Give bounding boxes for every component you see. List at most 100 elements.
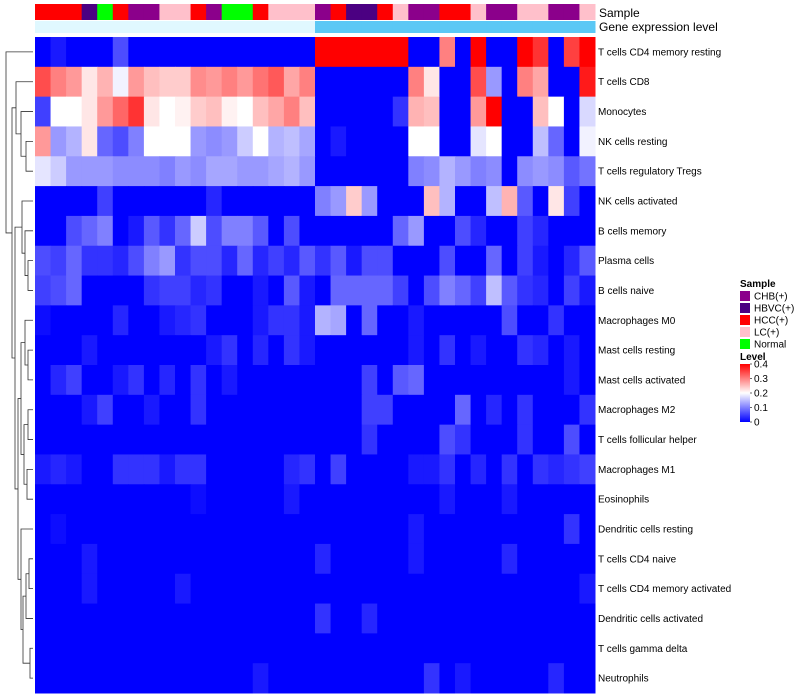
heatmap-cell — [299, 603, 316, 634]
heatmap-cell — [392, 454, 409, 485]
heatmap-cell — [579, 215, 596, 247]
heatmap-cell — [315, 424, 332, 455]
heatmap-cell — [66, 484, 83, 515]
row-label: Eosinophils — [598, 495, 649, 506]
row-label: T cells regulatory Tregs — [598, 167, 702, 178]
heatmap-cell — [579, 305, 596, 336]
heatmap-cell — [548, 424, 565, 455]
heatmap-cell — [35, 305, 52, 336]
heatmap-cell — [97, 245, 114, 277]
heatmap-cell — [392, 245, 409, 277]
sample-annotation-cell — [128, 4, 145, 20]
heatmap-cell — [455, 215, 472, 247]
heatmap-cell — [50, 394, 67, 426]
heatmap-cell — [175, 335, 192, 366]
heatmap-cell — [268, 305, 285, 336]
heatmap-cell — [532, 543, 549, 575]
sample-annotation-cell — [283, 4, 300, 20]
heatmap-cell — [112, 126, 129, 157]
heatmap-cell — [143, 215, 160, 247]
heatmap-cell — [361, 454, 378, 485]
heatmap-cell — [299, 66, 316, 98]
sample-annotation-cell — [237, 4, 254, 20]
heatmap-cell — [206, 424, 223, 455]
heatmap-cell — [97, 275, 114, 306]
heatmap-cell — [50, 663, 67, 694]
heatmap-cell — [517, 454, 534, 485]
heatmap-cell — [50, 484, 67, 515]
heatmap-cell — [517, 603, 534, 634]
heatmap-cell — [283, 394, 300, 426]
heatmap-cell — [50, 275, 67, 306]
heatmap-cell — [517, 186, 534, 217]
heatmap-cell — [299, 633, 316, 664]
heatmap-cell — [221, 633, 238, 664]
level-annotation-cell — [143, 21, 160, 33]
level-annotation-cell — [221, 21, 238, 33]
heatmap-cell — [455, 454, 472, 485]
heatmap-cell — [548, 573, 565, 605]
heatmap-cell — [486, 394, 503, 426]
heatmap-cell — [221, 424, 238, 455]
heatmap-cell — [423, 37, 440, 68]
heatmap-cell — [190, 186, 207, 217]
heatmap-cell — [579, 335, 596, 366]
sample-annotation-cell — [159, 4, 176, 20]
heatmap-cell — [97, 305, 114, 336]
heatmap-cell — [221, 275, 238, 306]
heatmap-cell — [112, 215, 129, 247]
sample-annotation-cell — [206, 4, 223, 20]
dendrogram-branch — [27, 260, 33, 291]
heatmap-cell — [517, 245, 534, 277]
sample-annotation-cell — [486, 4, 503, 20]
sample-legend-swatch — [740, 327, 750, 337]
heatmap-cell — [330, 275, 347, 306]
sample-legend-label: Normal — [754, 340, 786, 351]
heatmap-cell — [50, 424, 67, 455]
sample-legend-swatch — [740, 291, 750, 301]
level-colorbar — [740, 364, 750, 422]
heatmap-cell — [112, 156, 129, 187]
heatmap-cell — [252, 186, 269, 217]
heatmap-cell — [361, 484, 378, 515]
heatmap-cell — [175, 186, 192, 217]
heatmap-cell — [455, 275, 472, 306]
heatmap-cell — [237, 335, 254, 366]
heatmap-cell — [35, 335, 52, 366]
heatmap-cell — [330, 126, 347, 157]
heatmap-cell — [315, 454, 332, 485]
row-label: Mast cells resting — [598, 346, 675, 357]
heatmap-cell — [175, 245, 192, 277]
heatmap-cell — [439, 543, 456, 575]
heatmap-cell — [143, 543, 160, 575]
heatmap-cell — [81, 126, 98, 157]
heatmap-cell — [470, 663, 487, 694]
heatmap-cell — [563, 543, 580, 575]
heatmap-cell — [221, 245, 238, 277]
heatmap-cell — [455, 37, 472, 68]
heatmap-cell — [408, 573, 425, 605]
heatmap-cell — [563, 305, 580, 336]
heatmap-cell — [455, 633, 472, 664]
heatmap-cell — [175, 573, 192, 605]
heatmap-cell — [517, 484, 534, 515]
row-dendrogram — [5, 51, 33, 679]
heatmap-cell — [439, 96, 456, 127]
heatmap-cell — [143, 186, 160, 217]
sample-legend-label: HCC(+) — [754, 316, 788, 327]
level-annotation-cell — [517, 21, 534, 33]
heatmap-cell — [252, 454, 269, 485]
heatmap-cell — [392, 335, 409, 366]
heatmap-cell — [268, 424, 285, 455]
heatmap-cell — [35, 37, 52, 68]
heatmap-cell — [408, 514, 425, 545]
heatmap-cell — [175, 156, 192, 187]
heatmap-cell — [128, 603, 145, 634]
heatmap-cell — [579, 454, 596, 485]
heatmap-cell — [517, 573, 534, 605]
heatmap-cell — [532, 126, 549, 157]
heatmap-cell — [439, 573, 456, 605]
heatmap-cell — [563, 37, 580, 68]
row-label: Macrophages M2 — [598, 405, 676, 416]
heatmap-cell — [501, 484, 518, 515]
